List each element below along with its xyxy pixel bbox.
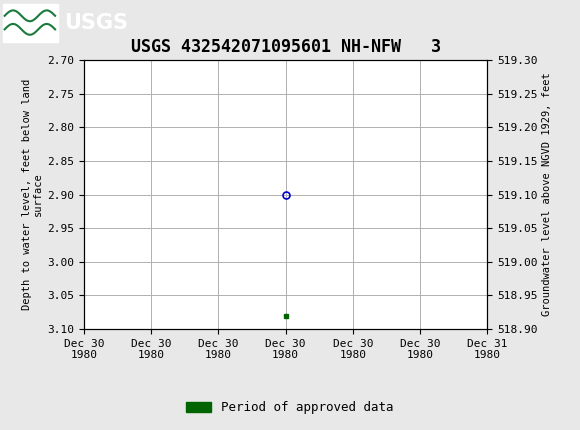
Y-axis label: Depth to water level, feet below land
surface: Depth to water level, feet below land su… bbox=[21, 79, 44, 310]
Legend: Period of approved data: Period of approved data bbox=[181, 396, 399, 419]
Bar bbox=[3, 3, 58, 42]
Title: USGS 432542071095601 NH-NFW   3: USGS 432542071095601 NH-NFW 3 bbox=[130, 38, 441, 56]
Y-axis label: Groundwater level above NGVD 1929, feet: Groundwater level above NGVD 1929, feet bbox=[542, 73, 552, 316]
Text: USGS: USGS bbox=[64, 12, 128, 33]
